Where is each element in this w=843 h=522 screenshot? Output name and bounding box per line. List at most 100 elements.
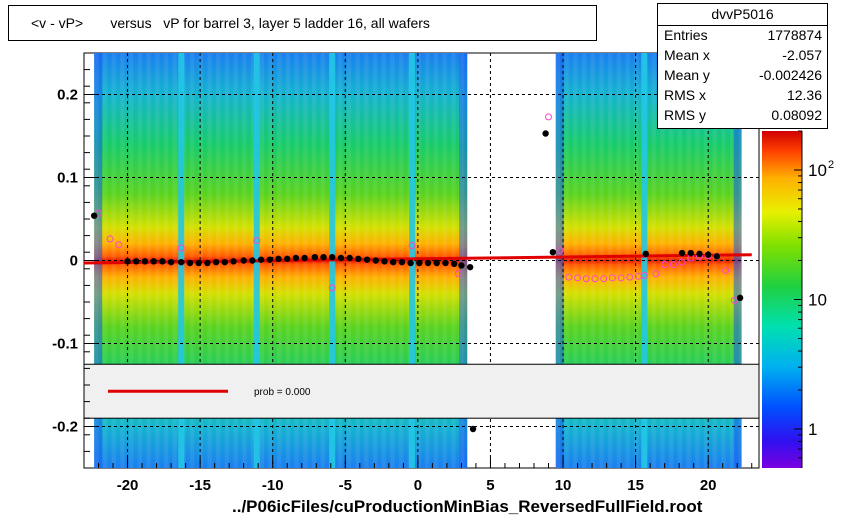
alt-profile-point bbox=[328, 284, 336, 292]
heatmap-column bbox=[129, 53, 134, 468]
alt-profile-point bbox=[600, 275, 608, 283]
profile-point bbox=[240, 257, 247, 264]
y-tick-label: -0.1 bbox=[52, 336, 78, 353]
heatmap-column bbox=[721, 53, 726, 468]
alt-profile-point bbox=[455, 270, 463, 278]
stats-row-rms-y: RMS y 0.08092 bbox=[664, 107, 822, 127]
y-tick-label: 0.1 bbox=[57, 170, 78, 187]
profile-point bbox=[458, 262, 465, 269]
alt-profile-point bbox=[582, 275, 590, 283]
alt-profile-point bbox=[730, 296, 738, 304]
stats-row-mean-x: Mean x -2.057 bbox=[664, 47, 822, 67]
stats-name: dvvP5016 bbox=[711, 6, 774, 22]
stats-row-rms-x: RMS x 12.36 bbox=[664, 87, 822, 107]
profile-point bbox=[424, 259, 432, 267]
alt-profile-point bbox=[626, 273, 634, 281]
heatmap-column bbox=[590, 53, 595, 468]
alt-profile-point bbox=[106, 235, 114, 243]
alt-profile-point bbox=[177, 244, 185, 252]
profile-point bbox=[178, 258, 185, 266]
profile-point bbox=[284, 255, 291, 263]
stats-key: Entries bbox=[664, 27, 708, 43]
x-tick-label: 10 bbox=[555, 477, 572, 494]
profile-point bbox=[542, 130, 549, 137]
profile-point bbox=[320, 253, 327, 261]
y-tick-label: 0 bbox=[70, 253, 78, 270]
stats-key: RMS y bbox=[664, 107, 706, 123]
alt-profile-point bbox=[574, 274, 582, 282]
y-axis: -0.2 -0.1 0 0.1 0.2 bbox=[52, 52, 96, 469]
profile-point bbox=[346, 254, 353, 262]
alt-profile-point bbox=[722, 266, 730, 274]
stats-row-mean-y: Mean y -0.002426 bbox=[664, 67, 822, 87]
profile-point bbox=[450, 260, 458, 268]
alt-profile-point bbox=[640, 271, 648, 279]
x-tick-label: -15 bbox=[189, 477, 211, 494]
grid-lines bbox=[84, 53, 759, 468]
profile-markers bbox=[90, 113, 744, 433]
alt-profile-point bbox=[115, 241, 123, 249]
profile-point bbox=[133, 258, 140, 265]
heatmap-column bbox=[573, 53, 578, 468]
x-axis: -20 -15 -10 -5 0 5 10 15 20 bbox=[98, 458, 753, 494]
profile-point bbox=[687, 249, 694, 257]
profile-point bbox=[407, 259, 414, 267]
profile-point bbox=[337, 254, 345, 262]
profile-point bbox=[713, 253, 721, 260]
profile-point bbox=[642, 250, 649, 258]
profile-point bbox=[311, 253, 319, 261]
stats-key: Mean x bbox=[664, 47, 710, 63]
stats-value: 1778874 bbox=[767, 27, 822, 43]
profile-point bbox=[372, 257, 379, 264]
profile-point bbox=[466, 263, 474, 271]
stats-divider bbox=[658, 25, 827, 26]
profile-point bbox=[195, 259, 202, 267]
profile-point bbox=[292, 254, 300, 262]
profile-point bbox=[159, 258, 166, 265]
alt-profile-point bbox=[608, 274, 616, 282]
profile-point bbox=[230, 258, 237, 265]
heatmap-column bbox=[703, 53, 709, 468]
profile-point bbox=[90, 212, 98, 219]
chart-title: <v - vP> versus vP for barrel 3, layer 5… bbox=[31, 15, 430, 31]
title-box: <v - vP> versus vP for barrel 3, layer 5… bbox=[8, 5, 597, 41]
profile-point bbox=[381, 258, 388, 265]
stats-row-entries: Entries 1778874 bbox=[664, 27, 822, 47]
stats-box: dvvP5016 Entries 1778874 Mean x -2.057 M… bbox=[657, 3, 828, 129]
colorbar-label: 10 bbox=[808, 161, 827, 180]
profile-point bbox=[167, 258, 175, 266]
profile-point bbox=[301, 254, 308, 262]
x-tick-label: 15 bbox=[627, 477, 644, 494]
alt-profile-point bbox=[565, 273, 573, 281]
heatmap-column bbox=[669, 53, 674, 468]
heatmap-column bbox=[111, 53, 116, 468]
profile-point bbox=[433, 259, 440, 267]
x-tick-label: -10 bbox=[262, 477, 284, 494]
profile-point bbox=[398, 258, 406, 266]
x-tick-label: -20 bbox=[117, 477, 139, 494]
profile-point bbox=[204, 259, 211, 267]
profile-point bbox=[124, 258, 131, 265]
profile-point bbox=[442, 259, 449, 267]
fit-line-segment bbox=[83, 253, 752, 265]
profile-point bbox=[275, 255, 282, 263]
colorbar-label: 10 bbox=[808, 291, 827, 310]
stats-key: Mean y bbox=[664, 67, 710, 83]
profile-point bbox=[696, 250, 703, 258]
profile-point bbox=[469, 425, 477, 433]
alt-profile-point bbox=[661, 261, 669, 269]
heatmap-column bbox=[555, 53, 561, 468]
heatmap-column bbox=[608, 53, 613, 468]
profile-point bbox=[150, 258, 157, 265]
x-tick-label: -5 bbox=[339, 477, 352, 494]
alt-profile-point bbox=[253, 237, 261, 245]
fit-legend-panel: prob = 0.000 bbox=[83, 363, 760, 419]
alt-profile-point bbox=[545, 113, 553, 121]
alt-profile-point bbox=[669, 261, 677, 269]
profile-point bbox=[736, 294, 744, 302]
fit-line bbox=[83, 253, 752, 265]
profile-point bbox=[186, 259, 194, 267]
fit-legend-text: prob = 0.000 bbox=[254, 387, 311, 398]
footer-filename: ../P06icFiles/cuProductionMinBias_Revers… bbox=[232, 497, 703, 516]
